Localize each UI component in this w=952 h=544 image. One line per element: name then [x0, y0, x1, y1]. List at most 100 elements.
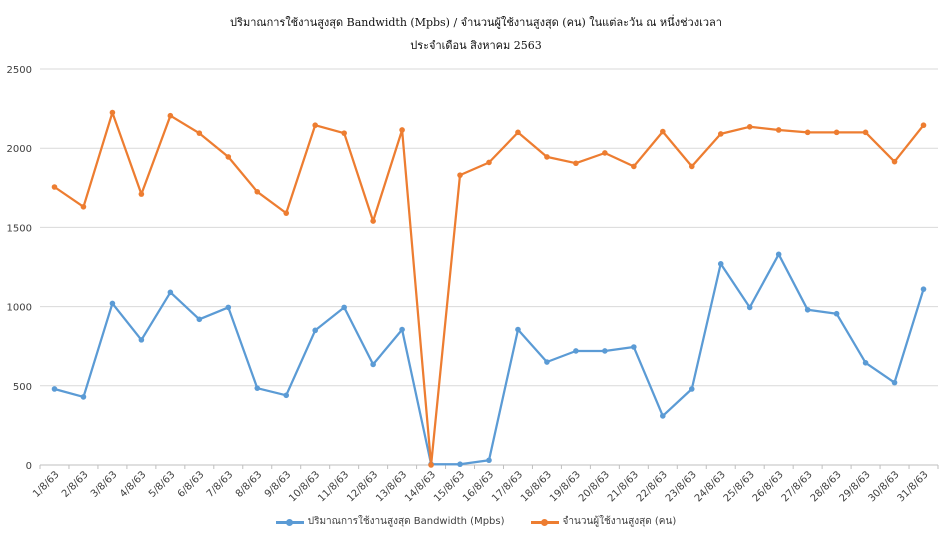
x-tick-label: 27/8/63	[780, 469, 815, 504]
x-tick-label: 31/8/63	[896, 469, 931, 504]
series-2-point	[138, 191, 145, 197]
x-tick-label: 2/8/63	[60, 469, 91, 500]
series-1-point	[109, 300, 116, 307]
series-line-2	[53, 111, 925, 467]
series-2-point	[109, 109, 116, 116]
series-1-point	[515, 326, 521, 333]
series-2-point	[370, 218, 376, 224]
legend-label-users: จำนวนผู้ใช้งานสูงสุด (คน)	[562, 516, 677, 527]
y-tick-label: 2000	[7, 144, 32, 155]
series-2-point	[833, 129, 840, 136]
x-tick-label: 16/8/63	[461, 469, 496, 504]
series-2-point	[573, 160, 579, 167]
x-tick-label: 20/8/63	[577, 469, 612, 504]
series-2-point	[602, 150, 608, 156]
series-1-point	[891, 379, 898, 386]
series-2-point	[717, 131, 724, 137]
series-2-point	[746, 124, 753, 130]
series-2-point	[891, 158, 898, 165]
x-tick-label: 23/8/63	[664, 469, 699, 504]
series-1-point	[746, 304, 753, 311]
x-tick-label: 12/8/63	[345, 469, 380, 504]
series-1-point	[312, 327, 318, 334]
series-2-point	[341, 130, 347, 136]
x-tick-label: 8/8/63	[234, 469, 265, 500]
x-tick-label: 10/8/63	[287, 469, 322, 504]
series-2-point	[51, 184, 58, 190]
x-tick-label: 7/8/63	[205, 469, 236, 500]
x-tick-label: 5/8/63	[147, 469, 178, 500]
series-2-point	[225, 154, 232, 160]
series-2-point	[196, 130, 203, 136]
series-2-point	[660, 128, 666, 135]
x-tick-label: 13/8/63	[374, 469, 409, 504]
y-tick-label: 1000	[7, 303, 32, 314]
series-2-point	[312, 122, 318, 129]
chart-legend: ปริมาณการใช้งานสูงสุด Bandwidth (Mpbs) จ…	[0, 514, 952, 529]
series-1-point	[573, 348, 579, 354]
x-tick-label: 17/8/63	[490, 469, 525, 504]
series-1-point	[833, 310, 840, 317]
y-tick-label: 2500	[7, 65, 32, 76]
x-tick-label: 3/8/63	[89, 469, 120, 500]
series-1-point	[775, 251, 782, 258]
series-1-point	[138, 337, 145, 343]
x-tick-label: 25/8/63	[722, 469, 757, 504]
x-tick-label: 18/8/63	[519, 469, 554, 504]
series-1-point	[486, 457, 492, 464]
series-2-point	[254, 188, 261, 195]
series-1-point	[688, 386, 695, 392]
series-line-1	[53, 253, 925, 466]
series-2-point	[804, 129, 811, 136]
x-tick-label: 22/8/63	[635, 469, 670, 504]
x-tick-label: 15/8/63	[432, 469, 467, 504]
x-tick-label: 21/8/63	[606, 469, 641, 504]
series-2-point	[283, 210, 290, 216]
series-2-point	[457, 172, 463, 178]
series-2-point	[688, 163, 695, 170]
x-tick-label: 19/8/63	[548, 469, 583, 504]
series-1-point	[660, 413, 666, 419]
series-1-point	[717, 261, 724, 267]
series-1-point	[920, 286, 927, 292]
legend-swatch-bandwidth	[275, 517, 304, 527]
series-1-point	[283, 392, 290, 399]
series-2-point	[167, 112, 174, 119]
x-tick-label: 24/8/63	[693, 469, 728, 504]
series-1-point	[196, 316, 203, 323]
chart-subtitle: ประจำเดือน สิงหาคม 2563	[410, 39, 542, 52]
y-tick-label: 1500	[7, 223, 32, 234]
y-tick-label: 500	[13, 382, 32, 393]
series-2-point	[486, 159, 492, 166]
series-2-point	[920, 122, 927, 129]
x-tick-label: 1/8/63	[31, 469, 62, 500]
series-1-point	[544, 359, 550, 365]
series-2-point	[775, 127, 782, 133]
series-1-point	[631, 344, 637, 350]
legend-item-bandwidth: ปริมาณการใช้งานสูงสุด Bandwidth (Mpbs)	[275, 514, 505, 529]
series-1-point	[51, 386, 58, 392]
series-1-point	[225, 304, 232, 311]
series-1-point	[804, 306, 811, 313]
legend-label-bandwidth: ปริมาณการใช้งานสูงสุด Bandwidth (Mpbs)	[307, 516, 505, 527]
x-tick-label: 30/8/63	[867, 469, 902, 504]
series-1-point	[80, 394, 87, 400]
y-tick-label: 0	[26, 461, 32, 472]
series-1-point	[399, 326, 405, 333]
x-tick-label: 28/8/63	[809, 469, 844, 504]
series-2-point	[631, 163, 637, 170]
x-tick-label: 4/8/63	[118, 469, 149, 500]
x-tick-label: 6/8/63	[176, 469, 207, 500]
series-1-point	[254, 385, 261, 391]
series-1-point	[370, 361, 376, 368]
legend-swatch-users	[530, 517, 559, 527]
x-tick-label: 14/8/63	[403, 469, 438, 504]
chart-title: ปริมาณการใช้งานสูงสุด Bandwidth (Mpbs) /…	[230, 16, 722, 29]
x-tick-label: 29/8/63	[838, 469, 873, 504]
series-2-point	[862, 129, 869, 136]
series-1-point	[341, 304, 347, 311]
series-2-point	[544, 154, 550, 160]
series-2-point	[428, 462, 434, 468]
series-1-point	[457, 461, 463, 468]
